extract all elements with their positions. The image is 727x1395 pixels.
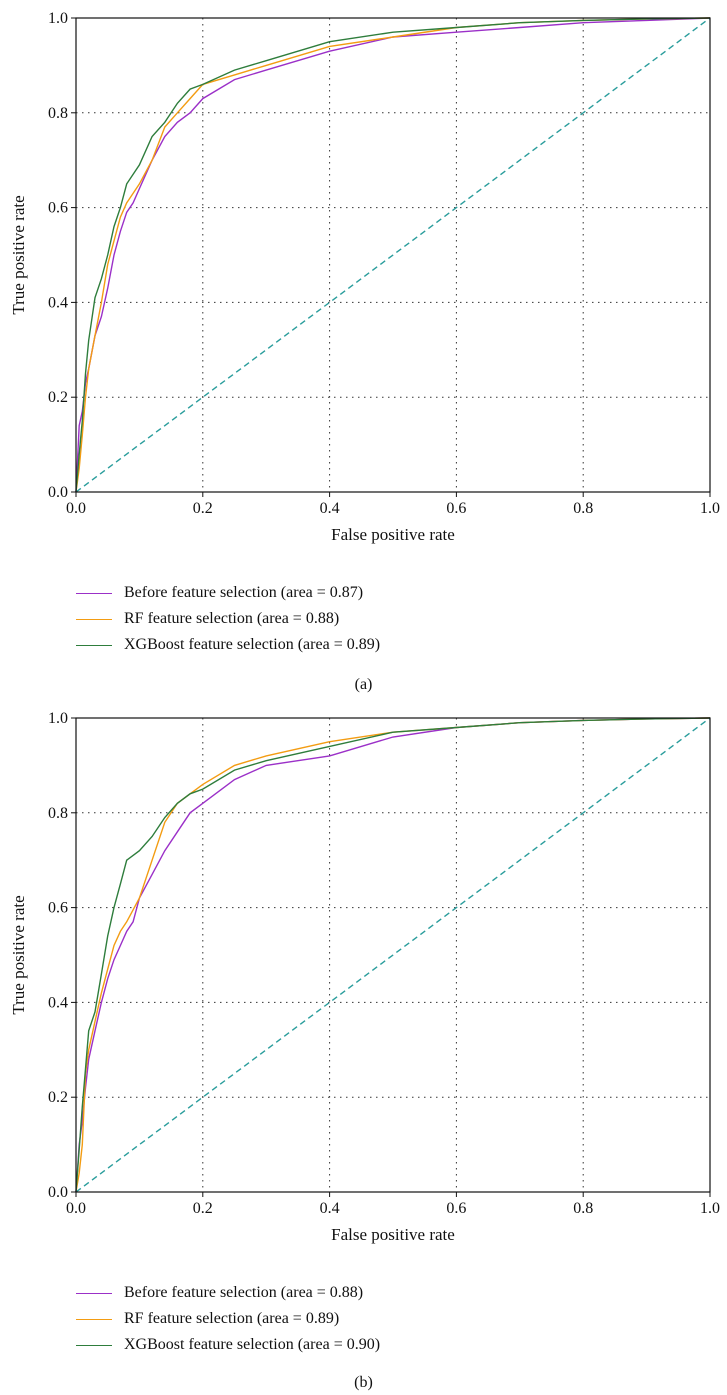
legend-b: Before feature selection (area = 0.88) R… — [76, 1280, 380, 1358]
legend-label: RF feature selection (area = 0.88) — [124, 610, 340, 627]
legend-label: Before feature selection (area = 0.87) — [124, 584, 364, 601]
legend-item: RF feature selection (area = 0.89) — [76, 1306, 380, 1332]
x-tick-label: 0.8 — [573, 500, 593, 517]
x-tick-label: 0.2 — [193, 1200, 213, 1217]
legend-label: RF feature selection (area = 0.89) — [124, 1310, 340, 1327]
roc-chart-b: 0.0 0.2 0.4 0.6 0.8 1.0 0.0 0.2 0.4 0.6 0.8 1.0 Fals… — [9, 710, 720, 1244]
legend-swatch — [76, 1318, 112, 1320]
y-tick-label: 0.4 — [48, 294, 68, 311]
x-tick-label: 1.0 — [700, 500, 720, 517]
x-tick-label: 0.4 — [320, 500, 340, 517]
caption-b: (b) — [354, 1374, 373, 1391]
roc-curve-0 — [75, 717, 711, 1193]
legend-swatch — [76, 592, 112, 594]
x-axis-label: False positive rate — [331, 525, 455, 544]
x-axis-label: False positive rate — [331, 1225, 455, 1244]
y-tick-label: 0.2 — [48, 1089, 68, 1106]
plot-frame — [75, 717, 711, 1193]
caption-a: (a) — [354, 676, 373, 693]
chance-diagonal — [75, 17, 711, 493]
y-tick-label: 0.8 — [48, 105, 68, 122]
legend-swatch — [76, 644, 112, 646]
x-tick-label: 0.2 — [193, 500, 213, 517]
roc-curve-1 — [75, 17, 711, 493]
x-tick-label: 0.0 — [66, 500, 86, 517]
roc-panel-a: 0.0 0.2 0.4 0.6 0.8 1.0 0.0 0.2 0.4 0.6 0.8 1.0 Fals… — [0, 0, 727, 693]
legend-item: Before feature selection (area = 0.87) — [76, 580, 380, 606]
legend-item: XGBoost feature selection (area = 0.90) — [76, 1332, 380, 1358]
chance-diagonal — [75, 717, 711, 1193]
roc-curve-2 — [75, 17, 711, 493]
y-tick-label: 0.6 — [48, 900, 68, 917]
legend-item: XGBoost feature selection (area = 0.89) — [76, 632, 380, 658]
legend-label: XGBoost feature selection (area = 0.89) — [124, 636, 381, 653]
x-tick-label: 1.0 — [700, 1200, 720, 1217]
y-tick-label: 0.8 — [48, 805, 68, 822]
roc-panel-b: 0.0 0.2 0.4 0.6 0.8 1.0 0.0 0.2 0.4 0.6 0.8 1.0 Fals… — [0, 700, 727, 1395]
y-tick-label: 1.0 — [48, 710, 68, 727]
y-axis-label: True positive rate — [9, 195, 28, 314]
legend-swatch — [76, 618, 112, 620]
plot-frame — [75, 17, 711, 493]
y-tick-label: 0.0 — [48, 1184, 68, 1201]
x-tick-label: 0.4 — [320, 1200, 340, 1217]
x-tick-label: 0.0 — [66, 1200, 86, 1217]
y-tick-label: 0.0 — [48, 484, 68, 501]
x-tick-label: 0.6 — [446, 500, 466, 517]
y-tick-label: 0.4 — [48, 994, 68, 1011]
legend-label: Before feature selection (area = 0.88) — [124, 1284, 364, 1301]
x-tick-label: 0.8 — [573, 1200, 593, 1217]
x-tick-label: 0.6 — [446, 1200, 466, 1217]
legend-swatch — [76, 1292, 112, 1294]
legend-a: Before feature selection (area = 0.87) R… — [76, 580, 380, 658]
legend-item: Before feature selection (area = 0.88) — [76, 1280, 380, 1306]
y-tick-label: 1.0 — [48, 10, 68, 27]
roc-curve-2 — [75, 717, 711, 1193]
y-tick-label: 0.6 — [48, 200, 68, 217]
legend-item: RF feature selection (area = 0.88) — [76, 606, 380, 632]
y-tick-label: 0.2 — [48, 389, 68, 406]
legend-swatch — [76, 1344, 112, 1346]
legend-label: XGBoost feature selection (area = 0.90) — [124, 1336, 381, 1353]
y-axis-label: True positive rate — [9, 895, 28, 1014]
roc-chart-a: 0.0 0.2 0.4 0.6 0.8 1.0 0.0 0.2 0.4 0.6 0.8 1.0 Fals… — [9, 10, 720, 544]
